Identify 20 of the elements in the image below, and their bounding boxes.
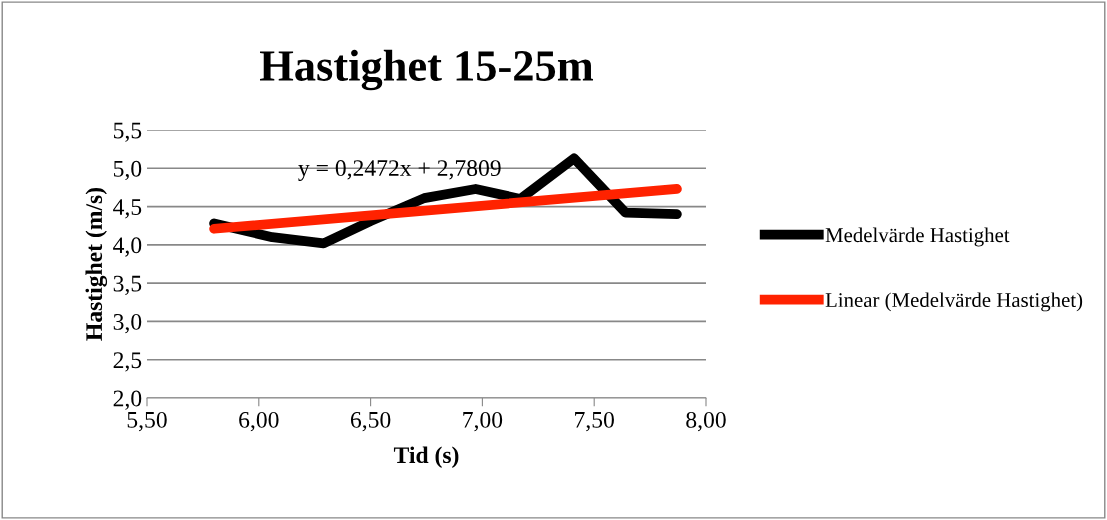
x-tick-label: 6,00 (239, 411, 279, 432)
y-tick-label: 5,5 (114, 122, 142, 142)
x-tick-label: 6,50 (350, 411, 391, 432)
chart-title: Hastighet 15-25m (260, 49, 594, 91)
y-axis-title: Hastighet (m/s) (85, 187, 108, 341)
annotation: y = 0,2472x + 2,7809 (298, 160, 501, 181)
y-tick-label: 3,5 (113, 275, 142, 295)
x-tick-label: 7,00 (463, 411, 503, 432)
x-axis-title: Tid (s) (393, 446, 459, 468)
x-tick-label: 8,00 (686, 411, 726, 432)
y-tick-label: 3,0 (113, 313, 142, 334)
x-tick-label: 5,50 (127, 411, 167, 432)
y-tick-label: 4,0 (113, 237, 142, 257)
x-tick-label: 7,50 (575, 411, 614, 432)
y-tick-label: 2,5 (113, 352, 142, 372)
y-tick-label: 4,5 (113, 199, 142, 219)
y-tick-label: 5,0 (114, 160, 142, 181)
y-tick-label: 2,0 (113, 390, 142, 410)
legend-label: Medelvärde Hastighet (825, 227, 1010, 247)
legend-label: Linear (Medelvärde Hastighet) (825, 292, 1083, 312)
